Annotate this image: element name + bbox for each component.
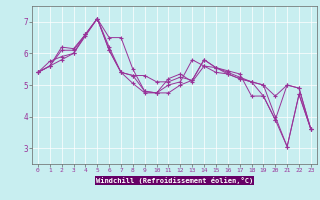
X-axis label: Windchill (Refroidissement éolien,°C): Windchill (Refroidissement éolien,°C) (96, 177, 253, 184)
